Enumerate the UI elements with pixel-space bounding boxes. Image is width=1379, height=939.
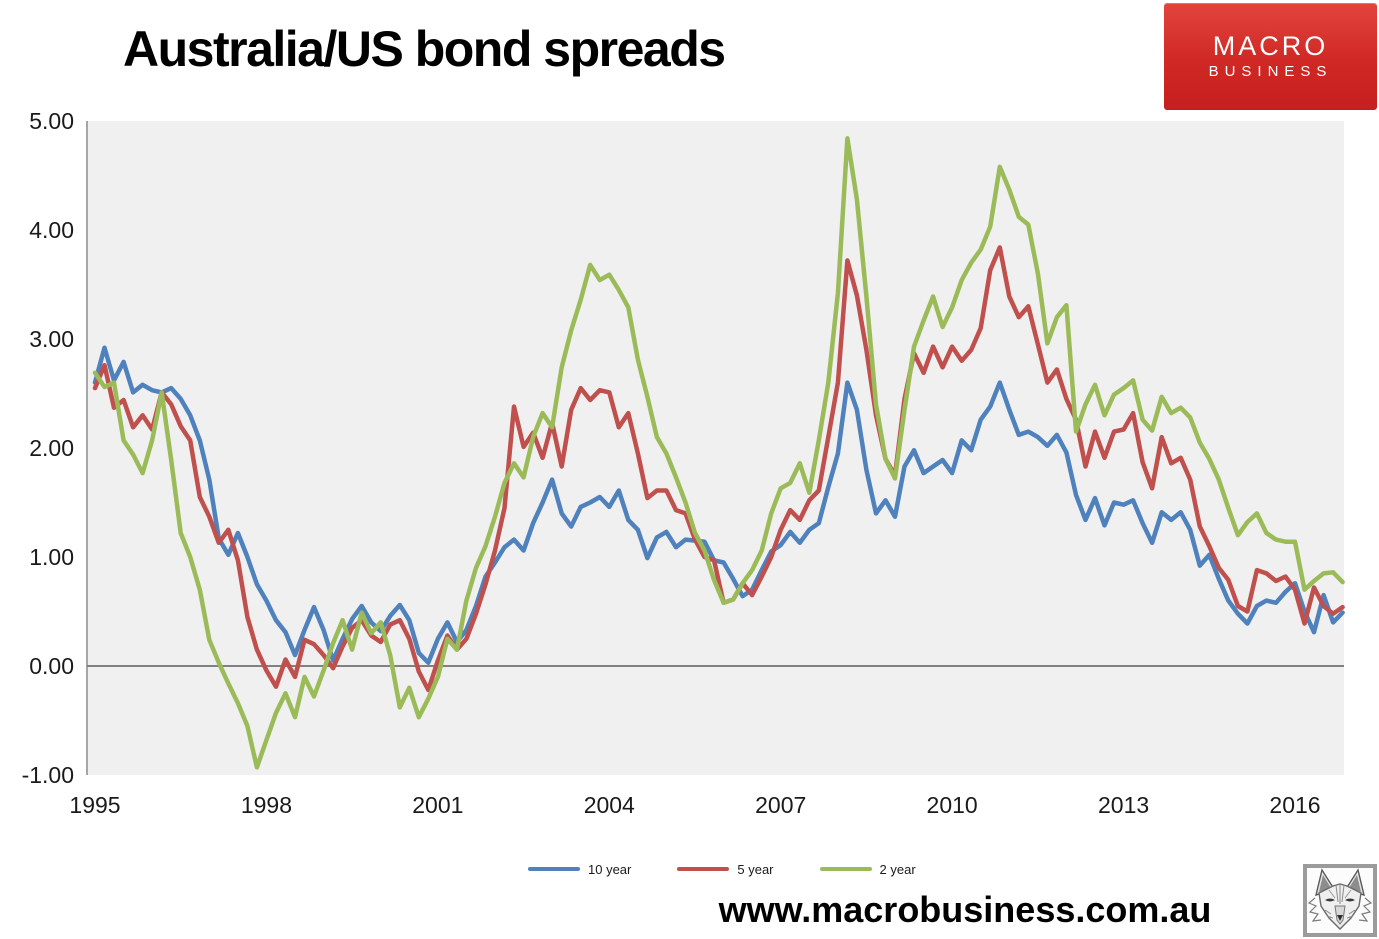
- svg-text:2016: 2016: [1269, 792, 1320, 818]
- svg-text:0.00: 0.00: [29, 653, 74, 679]
- wolf-logo-frame: [1303, 864, 1377, 937]
- x-axis-tick-labels: 1995 1998 2001 2004 2007 2010 2013 2016: [69, 792, 1320, 818]
- legend-item-5-year: 5 year: [677, 861, 774, 877]
- svg-text:3.00: 3.00: [29, 326, 74, 352]
- svg-text:2013: 2013: [1098, 792, 1149, 818]
- chart-legend: 10 year 5 year 2 year: [528, 860, 962, 878]
- legend-label: 2 year: [879, 861, 916, 877]
- svg-text:1998: 1998: [241, 792, 292, 818]
- y-axis-tick-labels: 5.00 4.00 3.00 2.00 1.00 0.00 -1.00: [22, 108, 74, 788]
- legend-label: 10 year: [588, 861, 632, 877]
- svg-text:2010: 2010: [927, 792, 978, 818]
- legend-line-swatch-5-year: [677, 867, 730, 871]
- plot-area: [87, 121, 1344, 775]
- svg-text:1995: 1995: [69, 792, 120, 818]
- series-line-2-year: [92, 136, 1345, 770]
- legend-item-2-year: 2 year: [819, 861, 916, 877]
- logo-text-business: BUSINESS: [1208, 63, 1333, 80]
- chart-title: Australia/US bond spreads: [123, 21, 726, 77]
- svg-text:2007: 2007: [755, 792, 806, 818]
- svg-text:5.00: 5.00: [29, 108, 74, 134]
- legend-label: 5 year: [737, 861, 774, 877]
- series-line-5-year: [92, 245, 1345, 693]
- legend-line-swatch-10-year: [528, 867, 580, 871]
- svg-text:2001: 2001: [412, 792, 463, 818]
- svg-text:-1.00: -1.00: [22, 762, 74, 788]
- wolf-sketch-icon: [1307, 868, 1373, 933]
- svg-text:1.00: 1.00: [29, 544, 74, 570]
- website-url-text: www.macrobusiness.com.au: [718, 889, 1212, 930]
- svg-text:2004: 2004: [584, 792, 635, 818]
- legend-line-swatch-2-year: [819, 867, 872, 871]
- svg-text:2.00: 2.00: [29, 435, 74, 461]
- logo-text-macro: MACRO: [1212, 31, 1329, 61]
- legend-item-10-year: 10 year: [528, 862, 631, 877]
- macrobusiness-logo: MACRO BUSINESS: [1164, 3, 1377, 110]
- series-line-10-year: [92, 345, 1345, 665]
- svg-text:4.00: 4.00: [29, 217, 74, 243]
